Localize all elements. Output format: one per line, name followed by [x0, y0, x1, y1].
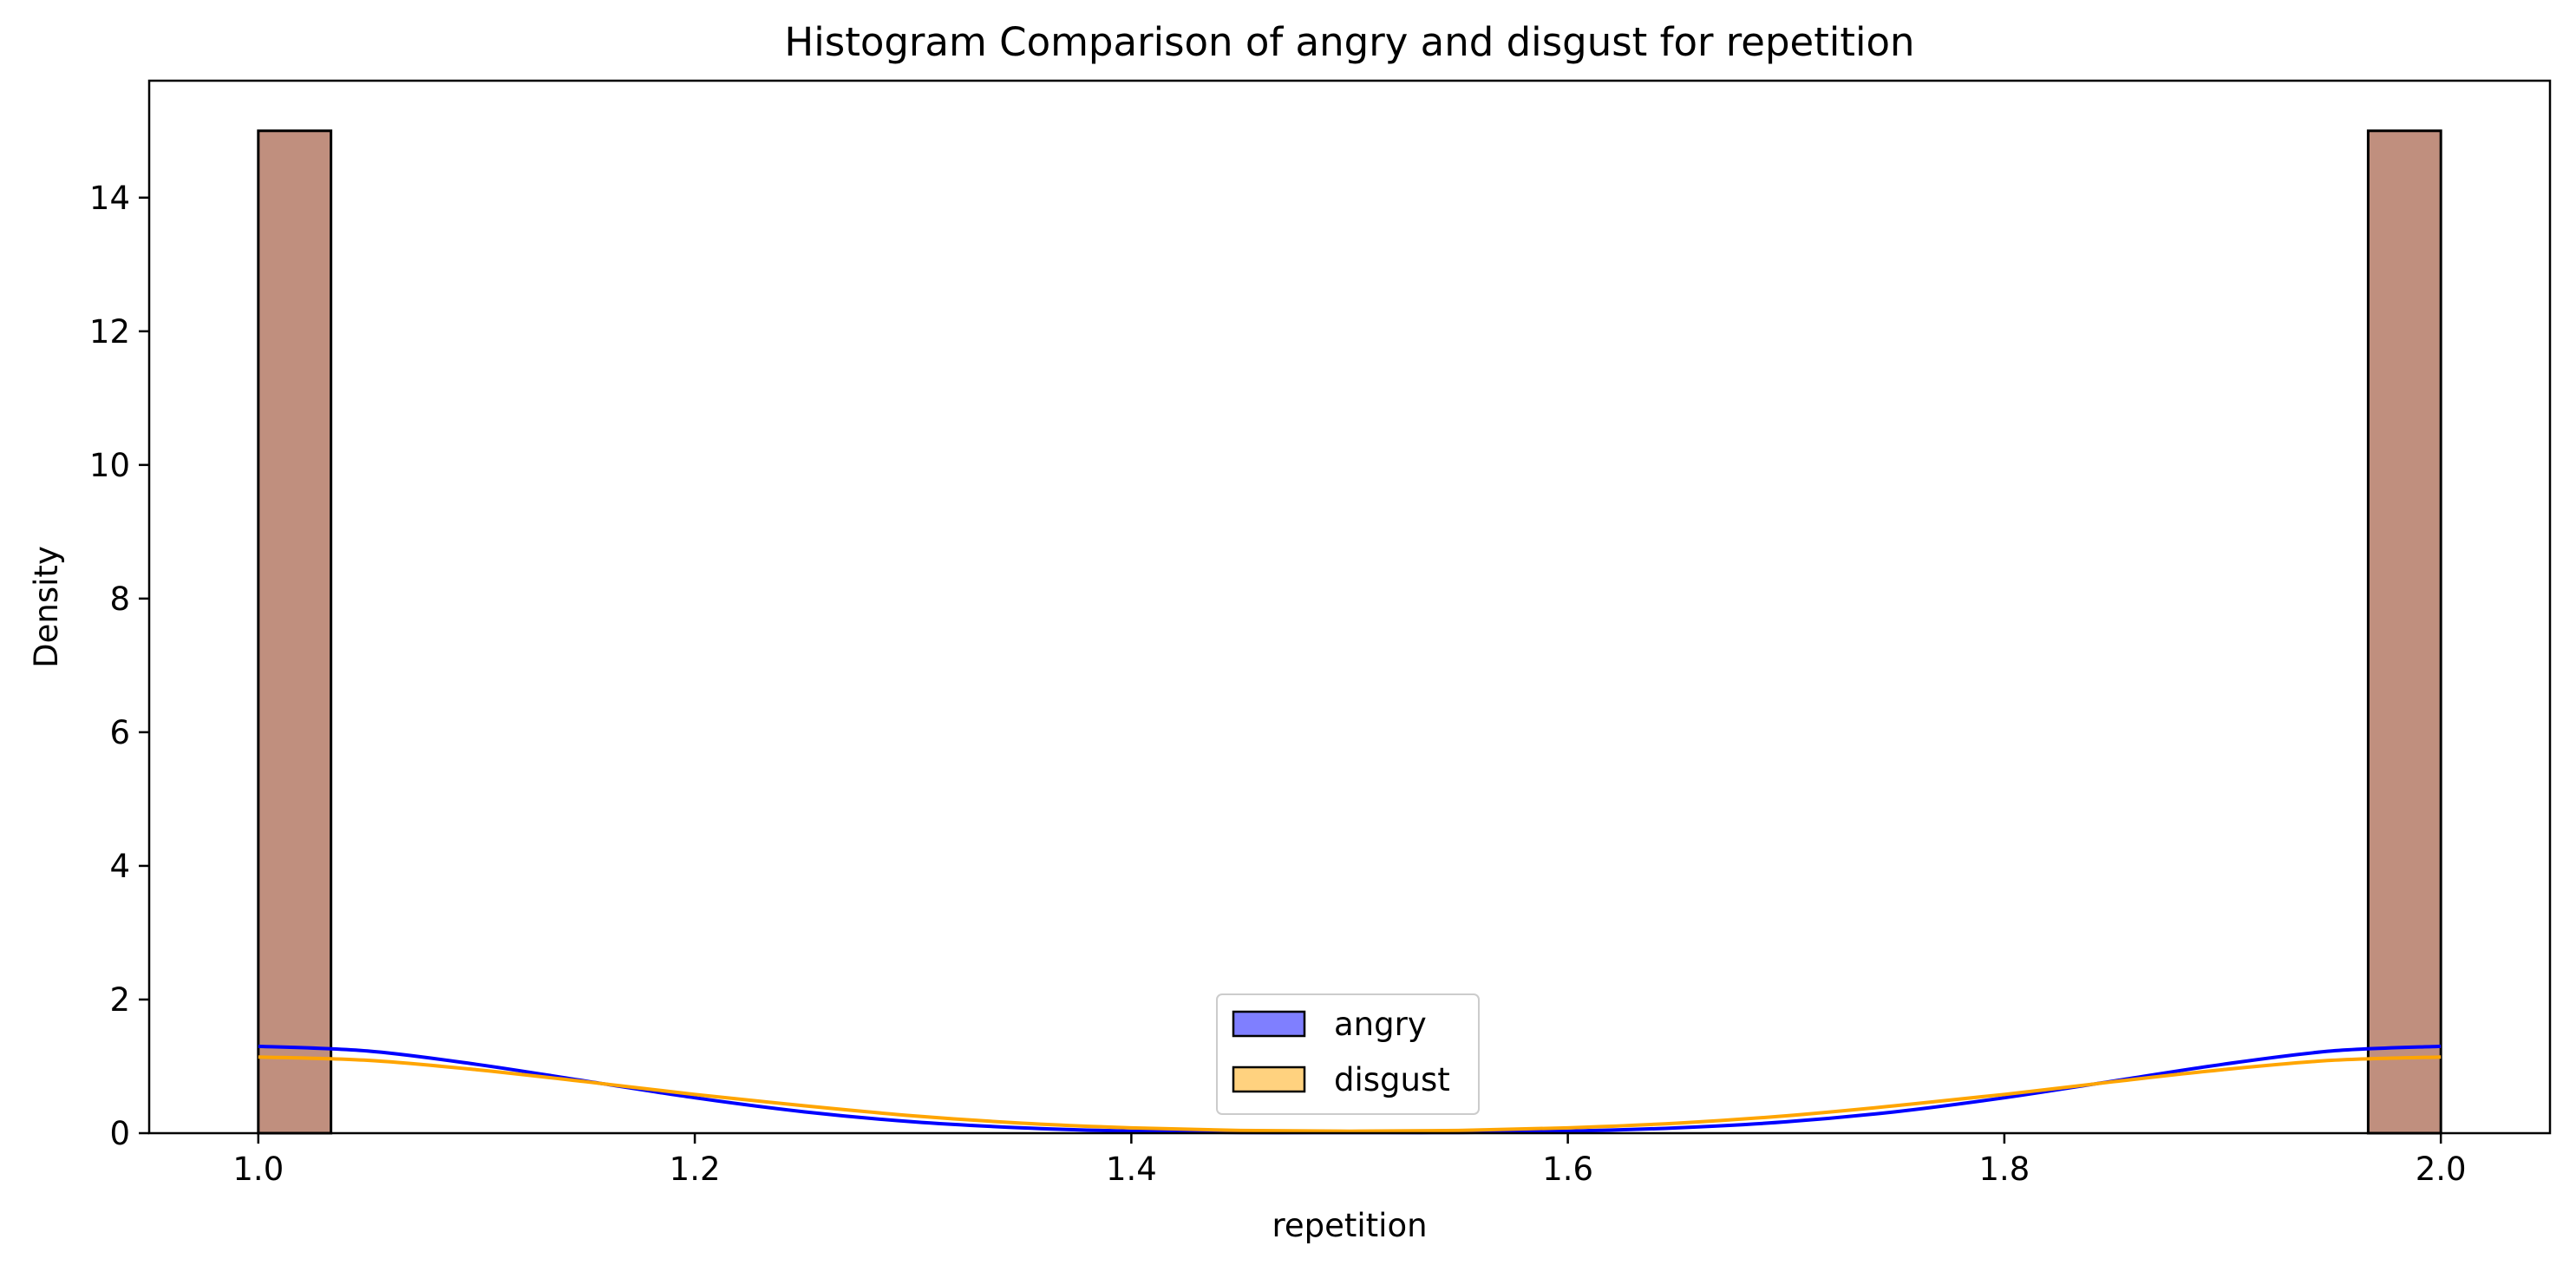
x-tick-label: 1.2	[670, 1151, 721, 1188]
histogram-bar-1	[2366, 129, 2442, 1135]
histogram-bar-0	[257, 129, 333, 1135]
x-axis-title: repetition	[1272, 1207, 1427, 1244]
x-tick-label: 1.4	[1106, 1151, 1157, 1188]
y-tick-label: 12	[89, 313, 130, 351]
y-tick-label: 0	[109, 1115, 130, 1152]
legend: angry disgust	[1216, 993, 1480, 1115]
x-tick-label: 1.8	[1978, 1151, 2030, 1188]
legend-swatch-angry	[1232, 1010, 1306, 1038]
y-tick-label: 8	[109, 580, 130, 618]
y-tick-label: 6	[109, 714, 130, 751]
bars-layer	[257, 129, 2442, 1135]
y-axis: 0 2 4 6 8 10 12 14	[89, 180, 149, 1152]
y-tick-label: 4	[109, 848, 130, 885]
chart-title: Histogram Comparison of angry and disgus…	[784, 19, 1914, 65]
x-tick-label: 1.6	[1542, 1151, 1593, 1188]
y-tick-label: 14	[89, 180, 130, 217]
x-tick-label: 2.0	[2416, 1151, 2467, 1188]
kde-line-disgust	[258, 1055, 2442, 1133]
y-tick-label: 2	[109, 981, 130, 1019]
legend-swatch-disgust	[1232, 1065, 1306, 1093]
legend-label-angry: angry	[1334, 1006, 1427, 1043]
y-axis-title: Density	[28, 546, 65, 668]
y-tick-label: 10	[89, 447, 130, 484]
axes-frame	[147, 79, 2552, 1135]
x-axis: 1.0 1.2 1.4 1.6 1.8 2.0	[232, 1133, 2467, 1188]
legend-label-disgust: disgust	[1334, 1061, 1450, 1098]
x-tick-label: 1.0	[232, 1151, 284, 1188]
